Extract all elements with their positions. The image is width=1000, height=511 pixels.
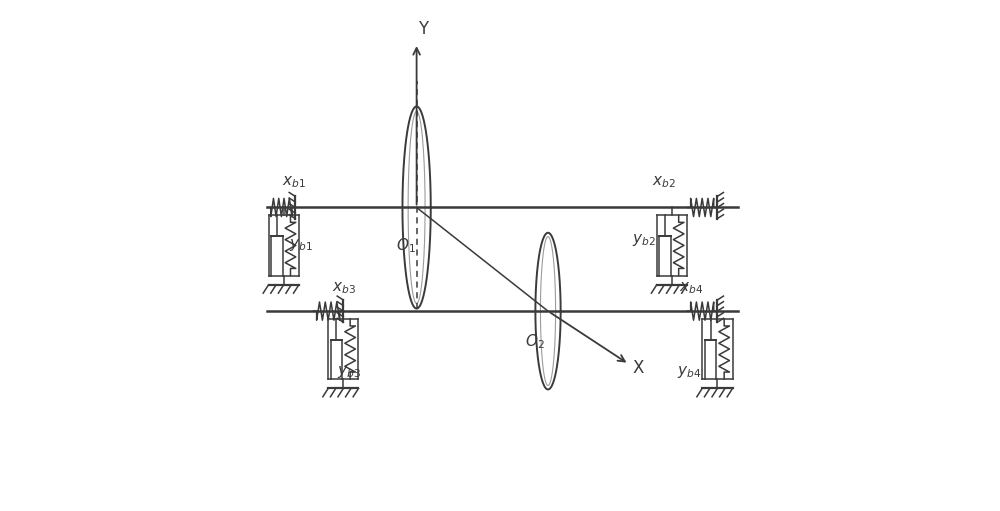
Text: $y_{b3}$: $y_{b3}$	[337, 364, 361, 380]
Text: $x_{b4}$: $x_{b4}$	[679, 281, 704, 296]
Text: Y: Y	[418, 20, 428, 38]
Text: $O_2$: $O_2$	[525, 332, 544, 351]
Text: X: X	[632, 359, 644, 377]
Text: $O_1$: $O_1$	[396, 236, 415, 255]
Text: $y_{b2}$: $y_{b2}$	[632, 233, 656, 248]
Text: $y_{b1}$: $y_{b1}$	[289, 238, 313, 253]
Text: $x_{b2}$: $x_{b2}$	[652, 174, 675, 190]
Text: $y_{b4}$: $y_{b4}$	[677, 364, 701, 380]
Text: $x_{b3}$: $x_{b3}$	[332, 281, 356, 296]
Text: $x_{b1}$: $x_{b1}$	[282, 174, 306, 190]
